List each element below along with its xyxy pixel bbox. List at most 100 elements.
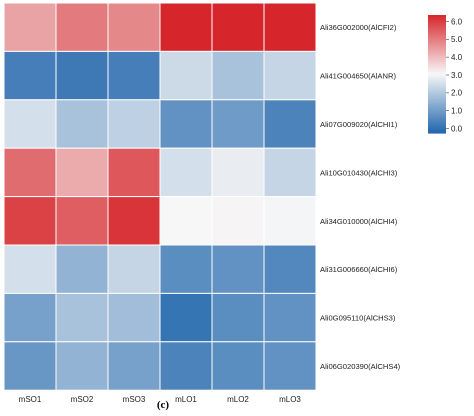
colorbar: 0.0 1.0 2.0 3.0 4.0 5.0 6.0 xyxy=(428,15,463,134)
heatmap-cell xyxy=(107,292,161,343)
column-label: mLO2 xyxy=(227,395,249,404)
colorbar-segment xyxy=(428,81,446,85)
colorbar-segment xyxy=(428,97,446,101)
row-label: Ali34G010000(AlCHI4) xyxy=(320,217,398,226)
colorbar-segment xyxy=(428,103,446,107)
heatmap-cells xyxy=(3,2,317,391)
heatmap-cell xyxy=(107,196,161,246)
colorbar-segment xyxy=(428,72,446,75)
colorbar-segment xyxy=(428,87,446,91)
colorbar-segment xyxy=(428,32,446,36)
colorbar-tick-label: 6.0 xyxy=(451,17,463,26)
colorbar-segment xyxy=(428,20,446,24)
row-label: Ali36G002000(AlCFI2) xyxy=(320,23,397,32)
colorbar-segment xyxy=(428,101,446,105)
colorbar-segment xyxy=(428,117,446,120)
heatmap-cell xyxy=(107,99,161,149)
colorbar-segment xyxy=(428,30,446,34)
heatmap-cell xyxy=(159,2,213,52)
row-label: Ali31G006660(AlCHI6) xyxy=(320,265,398,274)
colorbar-segment xyxy=(428,105,446,109)
colorbar-segment xyxy=(428,36,446,40)
colorbar-segment xyxy=(428,91,446,95)
colorbar-segment xyxy=(428,15,446,18)
colorbar-segment xyxy=(428,48,446,51)
heatmap-cell xyxy=(3,147,57,198)
colorbar-tick-label: 0.0 xyxy=(451,124,463,133)
colorbar-segment xyxy=(428,22,446,26)
heatmap-cell xyxy=(159,341,213,391)
heatmap-cell xyxy=(107,341,161,391)
heatmap-cell xyxy=(107,244,161,294)
colorbar-segment xyxy=(428,24,446,28)
row-label: Ali0G095110(AlCHS3) xyxy=(320,314,396,323)
colorbar-segment xyxy=(428,68,446,71)
heatmap-cell xyxy=(55,292,109,343)
colorbar-tick-label: 5.0 xyxy=(451,35,463,44)
heatmap-cell xyxy=(263,50,317,101)
heatmap-cell xyxy=(211,99,265,149)
heatmap-cell xyxy=(55,341,109,391)
colorbar-segment xyxy=(428,62,446,65)
heatmap-cell xyxy=(211,196,265,246)
heatmap-cell xyxy=(159,99,213,149)
heatmap-cell xyxy=(263,99,317,149)
heatmap-cell xyxy=(263,244,317,294)
heatmap-cell xyxy=(211,2,265,52)
heatmap-cell xyxy=(159,292,213,343)
colorbar-segment xyxy=(428,58,446,61)
colorbar-segment xyxy=(428,77,446,81)
figure-caption: (c) xyxy=(157,399,170,411)
heatmap-cell xyxy=(263,147,317,198)
colorbar-tick-label: 2.0 xyxy=(451,89,463,98)
colorbar-segment xyxy=(428,74,446,77)
colorbar-segment xyxy=(428,121,446,124)
heatmap-cell xyxy=(211,292,265,343)
colorbar-segment xyxy=(428,111,446,114)
heatmap-cell xyxy=(159,50,213,101)
heatmap-cell xyxy=(55,2,109,52)
colorbar-segment xyxy=(428,64,446,67)
colorbar-segment xyxy=(428,66,446,69)
colorbar-segment xyxy=(428,46,446,50)
heatmap-cell xyxy=(211,50,265,101)
colorbar-segment xyxy=(428,93,446,97)
colorbar-segment xyxy=(428,18,446,22)
colorbar-segment xyxy=(428,28,446,32)
heatmap-cell xyxy=(55,50,109,101)
heatmap-cell xyxy=(3,50,57,101)
colorbar-segment xyxy=(428,109,446,112)
colorbar-segment xyxy=(428,83,446,87)
colorbar-segment xyxy=(428,119,446,122)
colorbar-segment xyxy=(428,26,446,30)
heatmap-cell xyxy=(211,244,265,294)
column-label: mLO3 xyxy=(279,395,301,404)
heatmap-cell xyxy=(3,244,57,294)
heatmap-cell xyxy=(3,196,57,246)
colorbar-segment xyxy=(428,115,446,118)
colorbar-segment xyxy=(428,79,446,83)
colorbar-segment xyxy=(428,99,446,103)
column-label: mLO1 xyxy=(175,395,197,404)
colorbar-segment xyxy=(428,131,446,134)
colorbar-segment xyxy=(428,16,446,20)
heatmap-cell xyxy=(55,99,109,149)
colorbar-segment xyxy=(428,40,446,44)
colorbar-segment xyxy=(428,34,446,38)
heatmap-cell xyxy=(55,147,109,198)
row-labels: Ali36G002000(AlCFI2) Ali41G004650(AlANR) A… xyxy=(320,23,401,371)
colorbar-segment xyxy=(428,56,446,59)
column-label: mSO2 xyxy=(71,395,94,404)
colorbar-segment xyxy=(428,70,446,73)
heatmap-cell xyxy=(159,196,213,246)
column-labels: mSO1 mSO2 mSO3 mLO1 mLO2 mLO3 xyxy=(19,395,302,404)
heatmap-cell xyxy=(3,341,57,391)
heatmap-cell xyxy=(3,2,57,52)
heatmap-cell xyxy=(55,196,109,246)
colorbar-segment xyxy=(428,125,446,128)
colorbar-segment xyxy=(428,129,446,132)
colorbar-segment xyxy=(428,123,446,126)
heatmap-cell xyxy=(3,99,57,149)
colorbar-segment xyxy=(428,54,446,57)
